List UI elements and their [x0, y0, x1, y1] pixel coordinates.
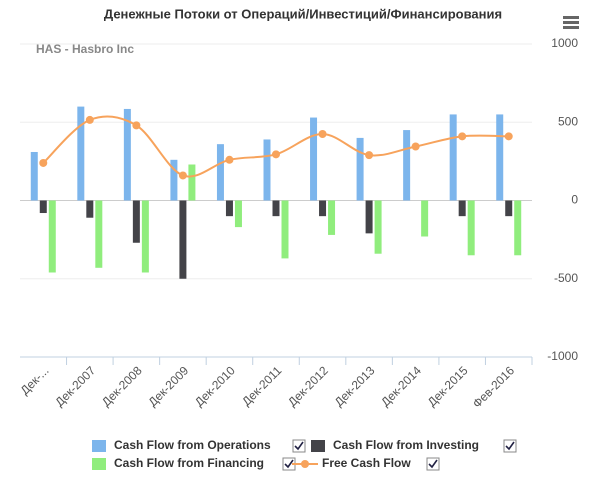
y-tick-label: -1000 [547, 349, 578, 363]
bar [403, 130, 411, 201]
x-tick-label: Фев-2016 [470, 363, 518, 411]
bar [48, 200, 56, 273]
bar [467, 200, 475, 256]
point [272, 150, 280, 159]
x-tick-label: Дек-2009 [145, 363, 191, 409]
point [39, 158, 48, 167]
menu-bar [563, 16, 579, 19]
bar [216, 144, 224, 201]
checkbox-box [292, 439, 306, 453]
bar [123, 108, 131, 201]
checkbox-check [284, 459, 294, 469]
y-tick-label: 1000 [551, 36, 578, 50]
checkbox-check [294, 441, 304, 451]
point [225, 155, 234, 164]
legend-checkbox[interactable] [426, 457, 440, 471]
bar [95, 200, 103, 268]
point [411, 142, 420, 151]
x-tick-label: Дек-2013 [332, 363, 378, 409]
bar [310, 117, 318, 201]
legend-symbol [301, 460, 309, 468]
legend-checkbox[interactable] [282, 457, 296, 471]
x-tick-label: Дек-2011 [239, 363, 284, 408]
legend-label: Cash Flow from Investing [333, 438, 479, 452]
bar [514, 200, 522, 256]
legend-label: Free Cash Flow [322, 456, 411, 470]
point [178, 171, 187, 180]
checkbox-box [503, 439, 517, 453]
legend-symbol [92, 440, 106, 452]
chart-title: Денежные Потоки от Операций/Инвестиций/Ф… [104, 6, 502, 21]
point [85, 115, 94, 124]
y-tick-label: 500 [558, 114, 578, 128]
legend-item[interactable]: Cash Flow from Operations [92, 438, 306, 453]
bar [170, 159, 178, 201]
point [318, 129, 327, 138]
bar [449, 114, 457, 201]
x-tick-label: Дек-2014 [378, 363, 424, 409]
bar [30, 151, 38, 201]
bar [328, 200, 336, 235]
legend-item[interactable]: Cash Flow from Investing [311, 438, 517, 453]
bar [179, 200, 187, 279]
legend-item[interactable]: Free Cash Flow [292, 456, 440, 471]
bar [225, 200, 233, 217]
x-tick-label: Дек-2008 [99, 363, 145, 409]
bar [319, 200, 327, 217]
bar [188, 164, 196, 201]
menu-bar [563, 21, 579, 24]
checkbox-box [426, 457, 440, 471]
legend-checkbox[interactable] [503, 439, 517, 453]
x-tick-label: Дек-2012 [285, 363, 331, 409]
bar [458, 200, 466, 217]
bar [77, 106, 85, 201]
bar [39, 200, 47, 214]
legend-checkbox[interactable] [292, 439, 306, 453]
legend-symbol [311, 440, 325, 452]
bar [496, 114, 504, 201]
x-tick-label: Дек-2010 [192, 363, 238, 409]
menu-button[interactable] [558, 10, 584, 36]
chart-subtitle: HAS - Hasbro Inc [36, 42, 134, 56]
point [504, 132, 513, 141]
checkbox-check [428, 459, 438, 469]
line [42, 115, 509, 178]
x-tick-label: Дек-2015 [425, 363, 471, 409]
bar [421, 200, 429, 237]
bar [141, 200, 149, 273]
bar [374, 200, 382, 254]
point [132, 121, 141, 130]
menu-bar [563, 26, 579, 29]
bar [356, 137, 364, 201]
point [365, 151, 374, 160]
bar [281, 200, 289, 259]
legend-label: Cash Flow from Financing [114, 456, 264, 470]
bar [365, 200, 373, 234]
checkbox-check [505, 441, 515, 451]
legend-item[interactable]: Cash Flow from Financing [92, 456, 296, 471]
bar [86, 200, 94, 218]
y-tick-label: -500 [554, 271, 578, 285]
legend-label: Cash Flow from Operations [114, 438, 271, 452]
bar [505, 200, 513, 217]
bar [263, 139, 271, 201]
legend-symbol [92, 458, 106, 470]
bar [132, 200, 140, 243]
x-tick-label: Дек-2007 [52, 363, 98, 409]
x-tick-label: Дек-... [18, 363, 52, 397]
bar [234, 200, 242, 228]
point [458, 132, 467, 141]
bar [272, 200, 280, 217]
y-tick-label: 0 [571, 193, 578, 207]
